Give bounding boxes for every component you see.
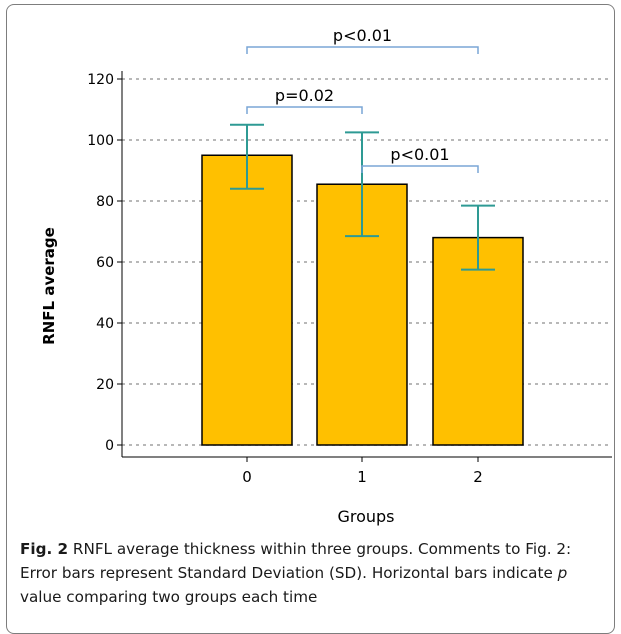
y-tick-labels: 0 20 40 60 80 100 120: [87, 72, 114, 454]
bracket-line-1: [246, 46, 479, 54]
bracket-label-2: p=0.02: [275, 86, 334, 105]
error-bar-0: [230, 123, 264, 190]
figure-caption: Fig. 2 RNFL average thickness within thr…: [20, 537, 610, 609]
bars: [201, 154, 524, 446]
x-axis-label: Groups: [337, 507, 394, 526]
caption-text-2: value comparing two groups each time: [20, 588, 318, 606]
axes: [121, 71, 612, 458]
x-tick-labels: 0 1 2: [242, 457, 483, 486]
y-tick-label-0: 0: [105, 438, 114, 454]
error-bar-1: [345, 131, 379, 238]
error-bars: [230, 123, 495, 271]
y-axis-label: RNFL average: [40, 227, 58, 345]
y-tick-label-80: 80: [96, 194, 114, 210]
error-bar-2: [461, 204, 495, 271]
bar-0: [201, 154, 293, 446]
x-tick-label-2: 2: [473, 468, 483, 486]
figure-label: Fig. 2: [20, 540, 69, 558]
y-tick-label-100: 100: [87, 133, 114, 149]
bracket-label-3: p<0.01: [390, 145, 449, 164]
p-symbol: p: [557, 564, 568, 582]
bar-chart: 0 20 40 60 80 100 120 0 1 2 p<0.01 p=0.02 p<0.01 R…: [40, 26, 612, 526]
comparison-bracket-3: p<0.01: [361, 145, 479, 173]
y-tick-label-120: 120: [87, 72, 114, 88]
y-tick-label-60: 60: [96, 255, 114, 271]
comparison-brackets: p<0.01 p=0.02 p<0.01: [246, 26, 479, 173]
bracket-label-1: p<0.01: [333, 26, 392, 45]
y-tick-label-20: 20: [96, 377, 114, 393]
bracket-line-2: [246, 106, 363, 114]
comparison-bracket-2: p=0.02: [246, 86, 363, 114]
bar-2: [432, 236, 524, 446]
bracket-line-3: [361, 165, 479, 173]
x-tick-label-1: 1: [357, 468, 367, 486]
y-tick-label-40: 40: [96, 316, 114, 332]
caption-text-1: RNFL average thickness within three grou…: [20, 540, 572, 582]
x-tick-label-0: 0: [242, 468, 252, 486]
comparison-bracket-1: p<0.01: [246, 26, 479, 54]
